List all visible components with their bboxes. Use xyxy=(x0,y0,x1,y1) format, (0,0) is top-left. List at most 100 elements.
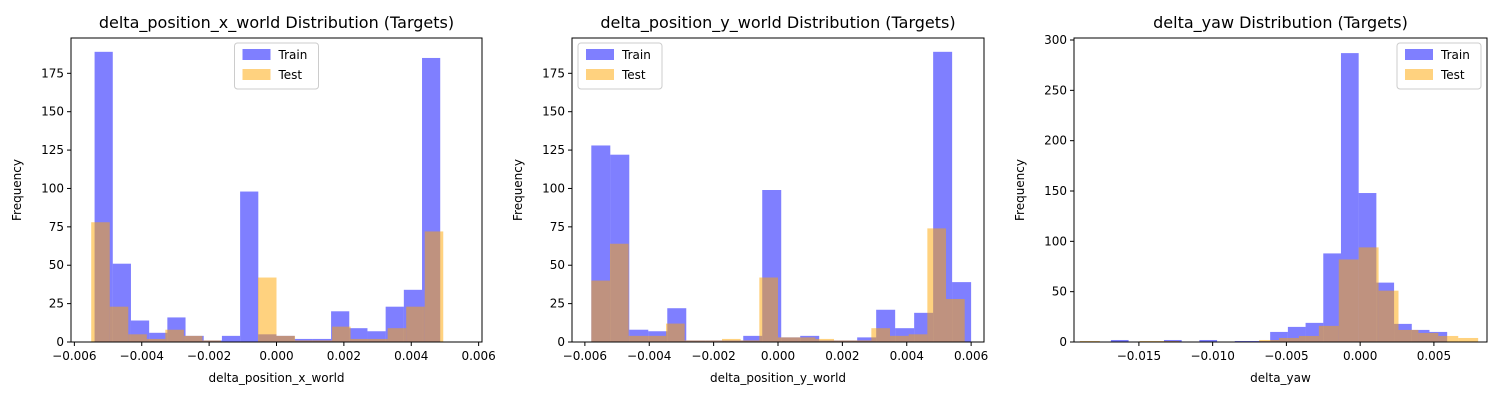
plot-frame xyxy=(1073,37,1488,343)
x-tick-label: 0.000 xyxy=(259,349,293,363)
x-axis: −0.015 −0.010 −0.005 0.000 0.005 delta_yaw xyxy=(1117,342,1451,385)
chart-1: delta_position_y_world Distribution (Tar… xyxy=(511,13,988,385)
x-tick-label: −0.005 xyxy=(1264,349,1308,363)
y-tick-label: 150 xyxy=(41,105,64,119)
legend-label-test: Test xyxy=(621,68,646,82)
series-train xyxy=(591,51,972,342)
x-tick-label: −0.015 xyxy=(1117,349,1161,363)
y-tick-label: 25 xyxy=(550,297,565,311)
bar xyxy=(367,331,386,342)
bar xyxy=(609,243,629,342)
series-test xyxy=(591,228,965,342)
bar xyxy=(257,277,277,342)
bar xyxy=(109,306,129,342)
x-tick-label: −0.006 xyxy=(52,349,96,363)
bar xyxy=(665,323,685,342)
y-axis-label: Frequency xyxy=(10,159,24,221)
bar xyxy=(369,338,388,342)
bar xyxy=(740,340,760,342)
bar xyxy=(743,335,763,342)
bar xyxy=(1438,335,1459,342)
legend-swatch-test xyxy=(242,69,271,80)
x-tick-label: 0.004 xyxy=(394,349,428,363)
series-test xyxy=(1079,247,1479,342)
x-tick-label: −0.004 xyxy=(627,349,671,363)
x-tick-label: −0.004 xyxy=(120,349,164,363)
bar xyxy=(1378,290,1399,342)
y-tick-label: 75 xyxy=(49,220,64,234)
y-tick-label: 25 xyxy=(49,297,64,311)
y-axis: 0 25 50 75 100 125 150 175 Frequency xyxy=(511,66,572,349)
bar xyxy=(591,280,610,342)
legend: Train Test xyxy=(1396,42,1482,90)
legend: Train Test xyxy=(234,42,319,90)
bar xyxy=(1338,259,1359,342)
legend-swatch-train xyxy=(1405,49,1433,60)
y-axis: 0 25 50 75 100 125 150 175 Frequency xyxy=(10,66,71,349)
bar xyxy=(1159,340,1180,342)
bar xyxy=(1270,331,1288,342)
bar xyxy=(703,340,722,342)
bar xyxy=(1279,337,1299,342)
x-tick-label: −0.010 xyxy=(1190,349,1234,363)
x-axis-label: delta_position_x_world xyxy=(208,371,344,385)
bar xyxy=(350,338,370,342)
bar xyxy=(313,340,333,342)
bar xyxy=(240,191,259,342)
chart-0: delta_position_x_world Distribution (Tar… xyxy=(10,13,496,385)
bar xyxy=(221,335,241,342)
bar xyxy=(778,337,797,342)
chart-title: delta_position_y_world Distribution (Tar… xyxy=(600,13,955,33)
bar xyxy=(183,335,203,342)
x-tick-label: 0.005 xyxy=(1417,349,1451,363)
bar xyxy=(295,340,314,342)
chart-title: delta_position_x_world Distribution (Tar… xyxy=(99,13,454,33)
bar xyxy=(1110,339,1129,342)
bar xyxy=(165,329,184,342)
legend: Train Test xyxy=(577,42,663,90)
y-tick-label: 175 xyxy=(542,66,565,80)
x-axis: −0.006 −0.004 −0.002 0.000 0.002 0.004 0.006 de… xyxy=(563,342,988,385)
y-axis: 0 50 100 150 200 250 300 Frequency xyxy=(1013,33,1074,349)
bar xyxy=(1398,329,1419,342)
y-tick-label: 125 xyxy=(41,143,64,157)
legend-swatch-train xyxy=(586,49,614,60)
bar xyxy=(852,340,872,342)
y-tick-label: 150 xyxy=(542,105,565,119)
bar xyxy=(1458,337,1479,342)
y-tick-label: 100 xyxy=(41,181,64,195)
bar xyxy=(91,222,110,342)
bar xyxy=(871,328,891,342)
x-tick-label: 0.006 xyxy=(461,349,495,363)
y-tick-label: 200 xyxy=(1044,134,1067,148)
bar xyxy=(647,335,666,342)
y-axis-label: Frequency xyxy=(511,159,525,221)
bar xyxy=(857,337,877,342)
legend-label-test: Test xyxy=(1440,68,1465,82)
y-tick-label: 0 xyxy=(557,335,565,349)
x-tick-label: −0.002 xyxy=(691,349,735,363)
chart-2: delta_yaw Distribution (Targets)−0.015 −0… xyxy=(1013,13,1488,385)
x-axis-label: delta_position_y_world xyxy=(710,371,846,385)
legend-label-test: Test xyxy=(278,68,303,82)
bar xyxy=(1318,325,1339,342)
x-axis-label: delta_yaw xyxy=(1250,371,1311,385)
bar xyxy=(1358,247,1379,342)
y-tick-label: 0 xyxy=(1059,335,1067,349)
bar xyxy=(927,228,947,342)
y-tick-label: 125 xyxy=(542,143,565,157)
y-axis-label: Frequency xyxy=(1013,159,1027,221)
bar xyxy=(1079,340,1100,342)
bar xyxy=(796,337,816,342)
legend-swatch-train xyxy=(242,49,271,60)
bar xyxy=(1259,339,1280,342)
bar xyxy=(146,338,166,342)
bars xyxy=(591,51,972,342)
bar xyxy=(946,299,965,342)
y-tick-label: 250 xyxy=(1044,83,1067,97)
y-tick-label: 50 xyxy=(550,258,565,272)
bar xyxy=(1234,340,1253,342)
bar xyxy=(202,340,221,342)
bar xyxy=(908,334,928,342)
bar xyxy=(890,335,909,342)
